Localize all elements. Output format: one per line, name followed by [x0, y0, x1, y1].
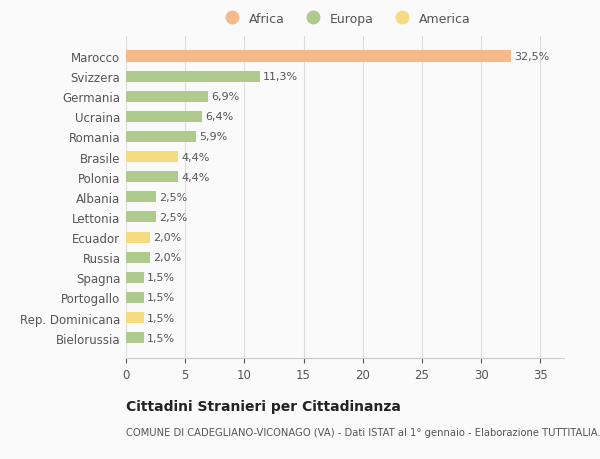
- Bar: [126, 91, 208, 102]
- Bar: [126, 232, 149, 243]
- Bar: [126, 272, 144, 283]
- Bar: [126, 212, 155, 223]
- Text: 2,5%: 2,5%: [159, 213, 187, 223]
- Text: 6,9%: 6,9%: [211, 92, 239, 102]
- Bar: [126, 112, 202, 123]
- Text: 5,9%: 5,9%: [199, 132, 227, 142]
- Text: 4,4%: 4,4%: [182, 172, 210, 182]
- Bar: [126, 172, 178, 183]
- Bar: [126, 312, 144, 323]
- Text: COMUNE DI CADEGLIANO-VICONAGO (VA) - Dati ISTAT al 1° gennaio - Elaborazione TUT: COMUNE DI CADEGLIANO-VICONAGO (VA) - Dat…: [126, 427, 600, 437]
- Bar: [126, 192, 155, 203]
- Text: 6,4%: 6,4%: [205, 112, 233, 122]
- Text: 1,5%: 1,5%: [148, 313, 175, 323]
- Text: 32,5%: 32,5%: [514, 52, 550, 62]
- Bar: [126, 151, 178, 163]
- Text: 1,5%: 1,5%: [148, 333, 175, 343]
- Text: 4,4%: 4,4%: [182, 152, 210, 162]
- Bar: [126, 292, 144, 303]
- Bar: [126, 72, 260, 83]
- Text: 2,0%: 2,0%: [153, 252, 181, 263]
- Text: 2,5%: 2,5%: [159, 192, 187, 202]
- Text: Cittadini Stranieri per Cittadinanza: Cittadini Stranieri per Cittadinanza: [126, 399, 401, 413]
- Legend: Africa, Europa, America: Africa, Europa, America: [214, 8, 476, 31]
- Bar: [126, 132, 196, 143]
- Text: 1,5%: 1,5%: [148, 293, 175, 303]
- Bar: [126, 252, 149, 263]
- Text: 1,5%: 1,5%: [148, 273, 175, 283]
- Bar: [126, 51, 511, 62]
- Bar: [126, 332, 144, 343]
- Text: 11,3%: 11,3%: [263, 72, 298, 82]
- Text: 2,0%: 2,0%: [153, 233, 181, 242]
